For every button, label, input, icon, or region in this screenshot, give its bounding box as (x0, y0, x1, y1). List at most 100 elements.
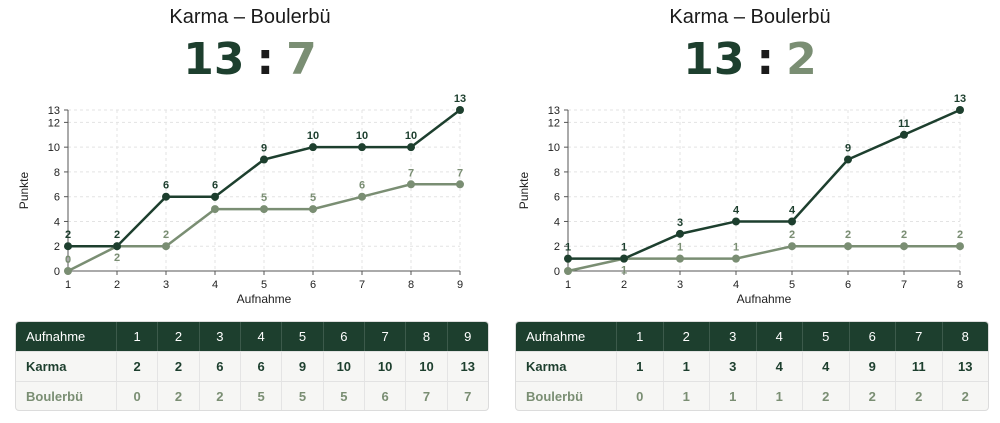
data-label: 1 (733, 242, 739, 254)
data-point (732, 217, 740, 226)
data-point (956, 242, 964, 251)
table-cell: 6 (239, 352, 281, 381)
table-row-away: Boulerbü 0 2 2 5 5 5 6 7 7 (16, 381, 488, 410)
match-score: 13:7 (0, 34, 500, 86)
data-point (844, 155, 852, 164)
table-cell: 2 (157, 382, 198, 410)
data-point (64, 242, 72, 251)
data-label: 6 (163, 180, 169, 192)
x-tick-label: 4 (212, 279, 218, 291)
table-cell: 2 (662, 322, 710, 351)
table-cell: 4 (755, 352, 803, 381)
x-tick-label: 8 (408, 279, 414, 291)
data-point (676, 229, 684, 238)
table-header-row: Aufnahme 1 2 3 4 5 6 7 8 (516, 322, 988, 351)
data-point (358, 143, 366, 152)
x-tick-label: 7 (901, 279, 907, 291)
x-tick-label: 9 (457, 279, 463, 291)
x-tick-label: 7 (359, 279, 365, 291)
table-cell: 10 (363, 352, 405, 381)
y-tick-label: 8 (554, 167, 560, 179)
x-tick-label: 3 (677, 279, 683, 291)
table-row-home: Karma 2 2 6 6 9 10 10 10 13 (16, 351, 488, 381)
match-title: Karma – Boulerbü (669, 6, 831, 28)
match-panel-1: Karma – Boulerbü 13:7 0 2 4 6 8 10 12 13 1 2 3 4 5 6 7… (0, 6, 500, 411)
data-point (456, 180, 464, 189)
table-cell: 1 (616, 352, 663, 381)
x-tick-label: 8 (957, 279, 963, 291)
table-cell: 9 (446, 322, 488, 351)
data-point (620, 254, 628, 263)
data-point (211, 192, 219, 201)
y-tick-label: 4 (54, 216, 60, 228)
data-label: 4 (733, 204, 740, 216)
data-point (676, 254, 684, 263)
data-point (407, 143, 415, 152)
x-tick-label: 6 (310, 279, 316, 291)
table-cell: 1 (755, 382, 803, 410)
score-progression-chart: 0246810121312345678AufnahmePunkte0111222… (517, 93, 966, 306)
data-point (788, 242, 796, 251)
table-cell: 2 (941, 382, 989, 410)
score-table: Aufnahme 1 2 3 4 5 6 7 8 Karma 1 1 3 4 4 9 11 13 Boulerbü 0… (515, 321, 989, 411)
data-label: 1 (565, 242, 571, 254)
series-line-home (568, 108, 961, 260)
table-cell: 2 (116, 352, 157, 381)
data-point (64, 267, 72, 275)
table-cell: 6 (848, 322, 896, 351)
y-tick-label: 12 (48, 117, 60, 129)
table-cell: 8 (941, 322, 989, 351)
score-table: Aufnahme 1 2 3 4 5 6 7 8 9 Karma 2 2 6 6 9 10 10 10 13 Boule… (15, 321, 489, 411)
data-point (788, 217, 796, 226)
data-label: 5 (310, 192, 316, 204)
table-cell: 6 (198, 352, 240, 381)
table-cell: 3 (709, 322, 756, 351)
data-label: 2 (114, 229, 120, 241)
table-cell: 4 (239, 322, 281, 351)
table-cell: 2 (157, 322, 198, 351)
data-label: 10 (356, 130, 368, 142)
table-cell: 2 (157, 352, 198, 381)
table-cell: 8 (405, 322, 446, 351)
table-cell: 1 (662, 352, 710, 381)
y-tick-label: 6 (54, 192, 60, 204)
y-tick-label: 2 (554, 241, 560, 253)
data-label: 9 (845, 143, 851, 155)
table-cell: 1 (662, 382, 710, 410)
table-cell: 0 (116, 382, 157, 410)
data-point (211, 205, 219, 214)
data-point (260, 205, 268, 214)
data-point (732, 254, 740, 263)
table-cell: 1 (116, 322, 157, 351)
data-point (260, 155, 268, 164)
y-tick-label: 0 (554, 266, 560, 278)
table-cell: 5 (281, 322, 322, 351)
table-cell: 6 (363, 382, 405, 410)
table-cell: 13 (941, 352, 989, 381)
x-tick-label: 6 (845, 279, 851, 291)
table-row-away: Boulerbü 0 1 1 1 2 2 2 2 (516, 381, 989, 410)
data-label: 2 (789, 229, 795, 241)
data-label: 2 (65, 229, 71, 241)
data-point (564, 267, 572, 275)
data-label: 13 (454, 93, 466, 105)
y-tick-label: 8 (54, 167, 60, 179)
table-cell: 1 (616, 322, 663, 351)
data-label: 1 (621, 265, 627, 277)
row-label: Boulerbü (526, 389, 584, 404)
table-cell: 11 (895, 352, 942, 381)
score-away: 2 (786, 34, 817, 85)
table-cell: 5 (281, 382, 322, 410)
data-point (956, 106, 964, 114)
y-tick-label: 4 (554, 216, 560, 228)
row-label: Karma (26, 359, 67, 374)
x-tick-label: 5 (789, 279, 795, 291)
match-score: 13:2 (500, 34, 1000, 86)
series-line-away (567, 244, 960, 273)
table-cell: 10 (322, 352, 364, 381)
data-point (358, 192, 366, 201)
data-label: 3 (677, 217, 683, 229)
data-point (900, 130, 908, 139)
table-cell: 10 (405, 352, 446, 381)
x-tick-label: 3 (163, 279, 169, 291)
